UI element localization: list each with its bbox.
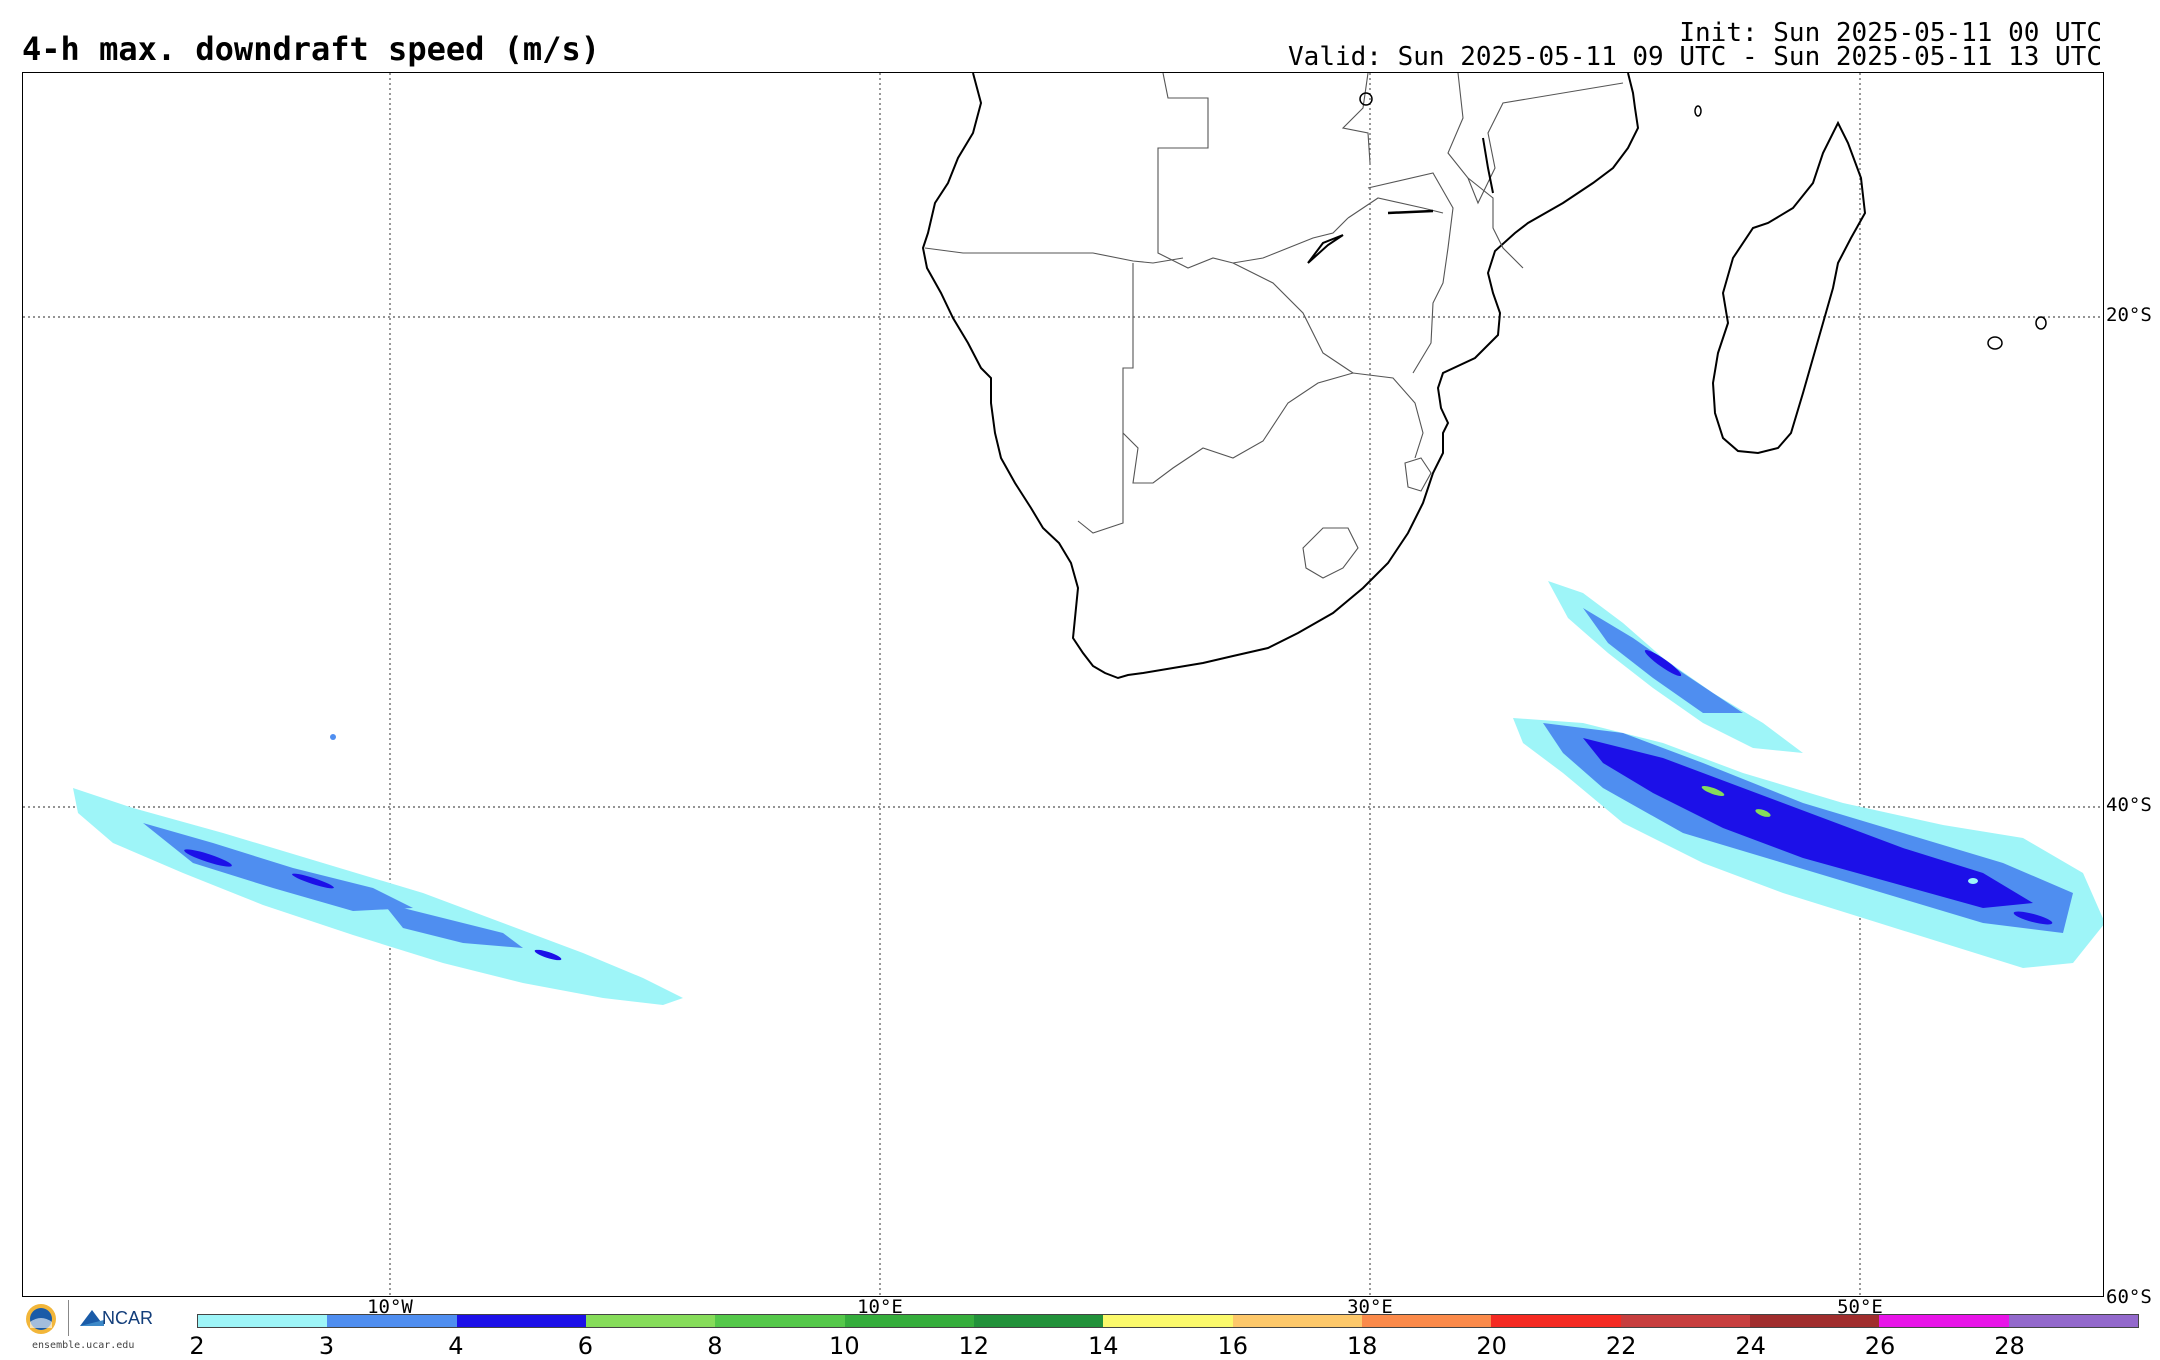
valid-time: Valid: Sun 2025-05-11 09 UTC - Sun 2025-… [1288,42,2102,72]
colorbar-segment [1879,1315,2009,1327]
colorbar-tick-label: 3 [318,1332,335,1360]
madagascar-coastline [1711,120,1867,455]
colorbar-segment [1361,1315,1492,1327]
map-panel[interactable] [22,72,2104,1297]
colorbar-tick-label: 18 [1346,1332,1378,1360]
ncar-logo-icon [80,1310,104,1326]
colorbar-tick-label: 12 [958,1332,990,1360]
colorbar-tick-label: 8 [707,1332,723,1360]
colorbar-segment [1491,1315,1621,1327]
colorbar-tick-label: 2 [189,1332,205,1360]
lon-label-10w: 10°W [367,1296,413,1318]
colorbar-tick-label: 24 [1735,1332,1766,1360]
gridlines [23,73,2103,1296]
lat-label-60s: 60°S [2106,1286,2152,1308]
colorbar-segment [1103,1315,1233,1327]
colorbar-tick-label: 6 [577,1332,594,1360]
colorbar-segment [973,1315,1104,1327]
lake-victoria-shore [1359,92,1373,106]
nsf-logo-icon [26,1304,56,1334]
lesotho-border [1302,527,1359,579]
colorbar-segment [585,1315,716,1327]
eswatini-border [1404,457,1432,492]
lake-kariba [1307,234,1344,264]
lake-malawi [1482,137,1494,194]
colorbar [197,1314,2139,1328]
country-borders [924,73,1624,579]
colorbar-segment [1620,1315,1750,1327]
ncar-label: NCAR [102,1308,154,1328]
lake-cahora [1387,209,1434,215]
site-url[interactable]: ensemble.ucar.edu [32,1340,135,1351]
init-time: Init: Sun 2025-05-11 00 UTC [1679,18,2102,48]
colorbar-segment [327,1315,457,1327]
colorbar-segment [1232,1315,1362,1327]
comoros-island [1694,105,1702,117]
downdraft-east-bands [1513,581,2103,968]
reunion-island [1987,336,2003,350]
colorbar-segment [456,1315,586,1327]
colorbar-tick-label: 16 [1217,1332,1248,1360]
lon-label-10e: 10°E [857,1296,903,1318]
lon-label-50e: 50°E [1837,1296,1883,1318]
mauritius-island [2035,316,2047,330]
colorbar-tick-label: 14 [1087,1332,1119,1360]
colorbar-segment [1749,1315,1880,1327]
map-title: 4-h max. downdraft speed (m/s) [22,30,600,68]
colorbar-tick-label: 4 [448,1332,464,1360]
lat-label-40s: 40°S [2106,794,2152,816]
colorbar-segment [844,1315,974,1327]
colorbar-tick-label: 20 [1476,1332,1507,1360]
africa-coastline [921,73,1640,680]
map-canvas [23,73,2103,1296]
downdraft-west-band [73,734,683,1005]
lon-label-30e: 30°E [1347,1296,1393,1318]
logo-group: NCAR ensemble.ucar.edu [22,1298,154,1354]
colorbar-tick-label: 28 [1994,1332,2025,1360]
colorbar-tick-label: 22 [1605,1332,1637,1360]
colorbar-segment [715,1315,845,1327]
lat-label-20s: 20°S [2106,304,2152,326]
colorbar-tick-label: 10 [829,1332,860,1360]
colorbar-segment [198,1315,328,1327]
colorbar-segment [2008,1315,2138,1327]
colorbar-tick-label: 26 [1864,1332,1896,1360]
